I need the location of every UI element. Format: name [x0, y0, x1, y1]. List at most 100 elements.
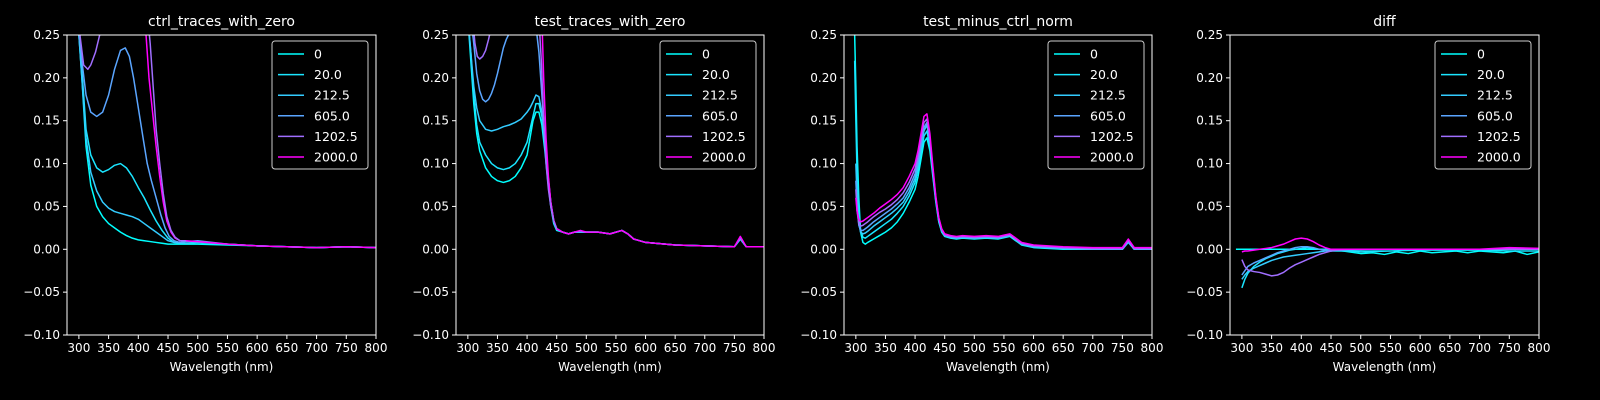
x-tick-label: 300	[844, 341, 867, 355]
legend-entry-label: 0	[1090, 47, 1098, 62]
y-tick-label: 0.10	[33, 157, 60, 171]
y-tick-label: 0.10	[810, 157, 837, 171]
x-tick-label: 650	[1438, 341, 1461, 355]
x-tick-label: 700	[693, 341, 716, 355]
chart-panel-2: test_traces_with_zero 300 350 400 450 500 550 6…	[412, 14, 775, 374]
y-tick-label: −0.05	[23, 285, 60, 299]
legend: 0 20.0 212.5 605.0 1202.5 2000.0	[271, 40, 369, 170]
x-tick-label: 650	[1052, 341, 1075, 355]
x-tick-label: 750	[1111, 341, 1134, 355]
x-tick-label: 700	[1468, 341, 1491, 355]
x-tick-label: 800	[753, 341, 776, 355]
legend-entry-label: 605.0	[1477, 108, 1513, 123]
x-tick-label: 800	[1141, 341, 1164, 355]
plot-area	[1235, 237, 1539, 289]
x-tick-label: 500	[963, 341, 986, 355]
y-tick-label: 0.05	[422, 199, 449, 213]
x-tick-label: 650	[664, 341, 687, 355]
y-tick-label: 0.15	[1196, 114, 1223, 128]
x-tick-label: 750	[335, 341, 358, 355]
legend-entry-label: 1202.5	[1090, 129, 1134, 144]
y-tick-label: 0.15	[33, 114, 60, 128]
x-tick-label: 600	[1022, 341, 1045, 355]
y-tick-label: 0.20	[422, 71, 449, 85]
y-tick-label: 0.05	[33, 199, 60, 213]
legend-entry-label: 605.0	[1090, 108, 1126, 123]
y-tick-label: 0.00	[33, 242, 60, 256]
x-tick-label: 350	[874, 341, 897, 355]
y-tick-label: −0.10	[412, 328, 449, 342]
chart-panel-4: diff 300 350 400 450 500 550 600 650 700 750 800 −0.…	[1186, 14, 1550, 374]
x-tick-label: 400	[904, 341, 927, 355]
series-line-2000.0	[1241, 237, 1539, 253]
x-tick-label: 450	[157, 341, 180, 355]
legend-entry-label: 1202.5	[314, 129, 358, 144]
series-line-0	[1235, 248, 1539, 256]
axes-frame	[455, 34, 765, 336]
axes-frame	[66, 34, 377, 336]
chart-panel-1: ctrl_traces_with_zero 300 350 400 450 500 550 6…	[23, 14, 387, 374]
series-line-1202.5	[79, 35, 101, 71]
x-tick-label: 450	[545, 341, 568, 355]
chart-title: test_traces_with_zero	[535, 14, 686, 30]
y-tick-label: 0.00	[810, 242, 837, 256]
legend-entry-label: 0	[1477, 47, 1485, 62]
x-tick-label: 500	[186, 341, 209, 355]
x-tick-label: 450	[933, 341, 956, 355]
y-tick-label: 0.15	[810, 114, 837, 128]
y-tick-label: 0.10	[1196, 157, 1223, 171]
legend-entry-label: 0	[314, 47, 322, 62]
axes-frame	[1229, 34, 1540, 336]
legend-entry-label: 212.5	[1090, 88, 1126, 103]
legend-entry-label: 1202.5	[702, 129, 746, 144]
x-tick-label: 600	[1409, 341, 1432, 355]
y-tick-label: 0.25	[33, 28, 60, 42]
x-tick-label: 300	[456, 341, 479, 355]
series-line-20.0	[1241, 246, 1539, 289]
legend-entry-label: 20.0	[1477, 67, 1505, 82]
series-line-branch	[148, 35, 186, 242]
x-axis-label: Wavelength (nm)	[558, 360, 662, 374]
legend-entry-label: 20.0	[702, 67, 730, 82]
legend-entry-label: 605.0	[314, 108, 350, 123]
x-tick-label: 550	[216, 341, 239, 355]
x-tick-label: 800	[1528, 341, 1551, 355]
x-tick-label: 500	[1349, 341, 1372, 355]
series-line-2000.0	[855, 113, 1152, 249]
x-tick-label: 400	[1290, 341, 1313, 355]
y-tick-label: −0.10	[800, 328, 837, 342]
x-tick-label: 400	[127, 341, 150, 355]
x-tick-label: 350	[486, 341, 509, 355]
x-tick-label: 550	[1379, 341, 1402, 355]
legend-entry-label: 212.5	[314, 88, 350, 103]
x-tick-label: 550	[604, 341, 627, 355]
x-tick-label: 350	[97, 341, 120, 355]
series-line-2000.0	[541, 35, 764, 248]
y-tick-label: −0.05	[800, 285, 837, 299]
x-tick-label: 300	[67, 341, 90, 355]
x-tick-label: 750	[1498, 341, 1521, 355]
legend-entry-label: 2000.0	[314, 150, 358, 165]
y-tick-label: 0.25	[1196, 28, 1223, 42]
y-tick-label: 0.15	[422, 114, 449, 128]
legend-entry-label: 20.0	[314, 67, 342, 82]
x-tick-label: 700	[1081, 341, 1104, 355]
x-tick-label: 700	[305, 341, 328, 355]
series-line-branch	[539, 35, 558, 229]
legend-entry-label: 1202.5	[1477, 129, 1521, 144]
legend-entry-label: 2000.0	[1090, 150, 1134, 165]
plot-area	[468, 35, 764, 248]
y-tick-label: 0.00	[1196, 242, 1223, 256]
x-axis-label: Wavelength (nm)	[1333, 360, 1437, 374]
plot-area	[78, 35, 376, 249]
x-tick-label: 550	[992, 341, 1015, 355]
x-tick-label: 650	[275, 341, 298, 355]
x-axis-label: Wavelength (nm)	[170, 360, 274, 374]
legend: 0 20.0 212.5 605.0 1202.5 2000.0	[659, 40, 757, 170]
x-tick-label: 300	[1230, 341, 1253, 355]
x-tick-label: 750	[723, 341, 746, 355]
x-tick-label: 500	[575, 341, 598, 355]
y-tick-label: 0.00	[422, 242, 449, 256]
legend-entry-label: 2000.0	[1477, 150, 1521, 165]
